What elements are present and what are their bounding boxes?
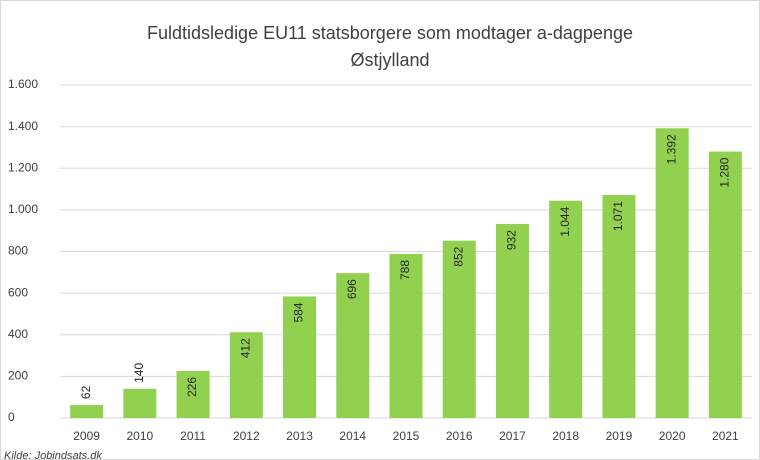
y-tick-label: 1.600 (8, 77, 38, 91)
data-label: 584 (292, 302, 306, 322)
data-label: 1.071 (611, 201, 625, 231)
x-tick-label: 2009 (73, 429, 100, 443)
x-tick-label: 2019 (606, 429, 633, 443)
y-tick-label: 1.200 (8, 160, 38, 174)
bar (389, 253, 423, 418)
source-note: Kilde: Jobindsats.dk (4, 450, 102, 460)
bar (229, 332, 263, 418)
bar (549, 200, 583, 418)
bar (336, 273, 370, 418)
data-label: 696 (345, 279, 359, 299)
x-tick-label: 2021 (712, 429, 739, 443)
y-tick-label: 200 (8, 369, 28, 383)
x-tick-label: 2015 (393, 429, 420, 443)
bar (495, 224, 529, 418)
y-tick-label: 1.000 (8, 202, 38, 216)
y-tick-label: 600 (8, 285, 28, 299)
x-tick-label: 2014 (339, 429, 366, 443)
data-label: 226 (185, 377, 199, 397)
chart-title: Fuldtidsledige EU11 statsborgere som mod… (147, 23, 633, 43)
x-tick-label: 2010 (126, 429, 153, 443)
x-tick-label: 2016 (446, 429, 473, 443)
y-tick-label: 0 (8, 410, 15, 424)
bar (123, 388, 157, 418)
x-tick-label: 2017 (499, 429, 526, 443)
x-tick-label: 2020 (659, 429, 686, 443)
data-label: 62 (79, 385, 93, 399)
bar (708, 151, 742, 418)
y-tick-label: 400 (8, 327, 28, 341)
bar (70, 405, 104, 418)
data-label: 1.280 (718, 157, 732, 187)
bar (176, 370, 210, 418)
data-label: 412 (238, 338, 252, 358)
data-label: 788 (398, 260, 412, 280)
bar (655, 128, 689, 419)
y-tick-label: 1.400 (8, 119, 38, 133)
x-tick-label: 2018 (552, 429, 579, 443)
y-tick-label: 800 (8, 244, 28, 258)
chart-subtitle: Østjylland (350, 50, 429, 70)
data-label: 932 (505, 230, 519, 250)
data-label: 852 (451, 246, 465, 266)
bar (283, 296, 317, 418)
x-tick-label: 2013 (286, 429, 313, 443)
bar (602, 195, 636, 418)
data-label: 140 (132, 363, 146, 383)
data-label: 1.044 (558, 206, 572, 236)
data-label: 1.392 (664, 134, 678, 164)
x-tick-label: 2011 (180, 429, 206, 443)
bar (442, 240, 476, 418)
x-tick-label: 2012 (233, 429, 260, 443)
